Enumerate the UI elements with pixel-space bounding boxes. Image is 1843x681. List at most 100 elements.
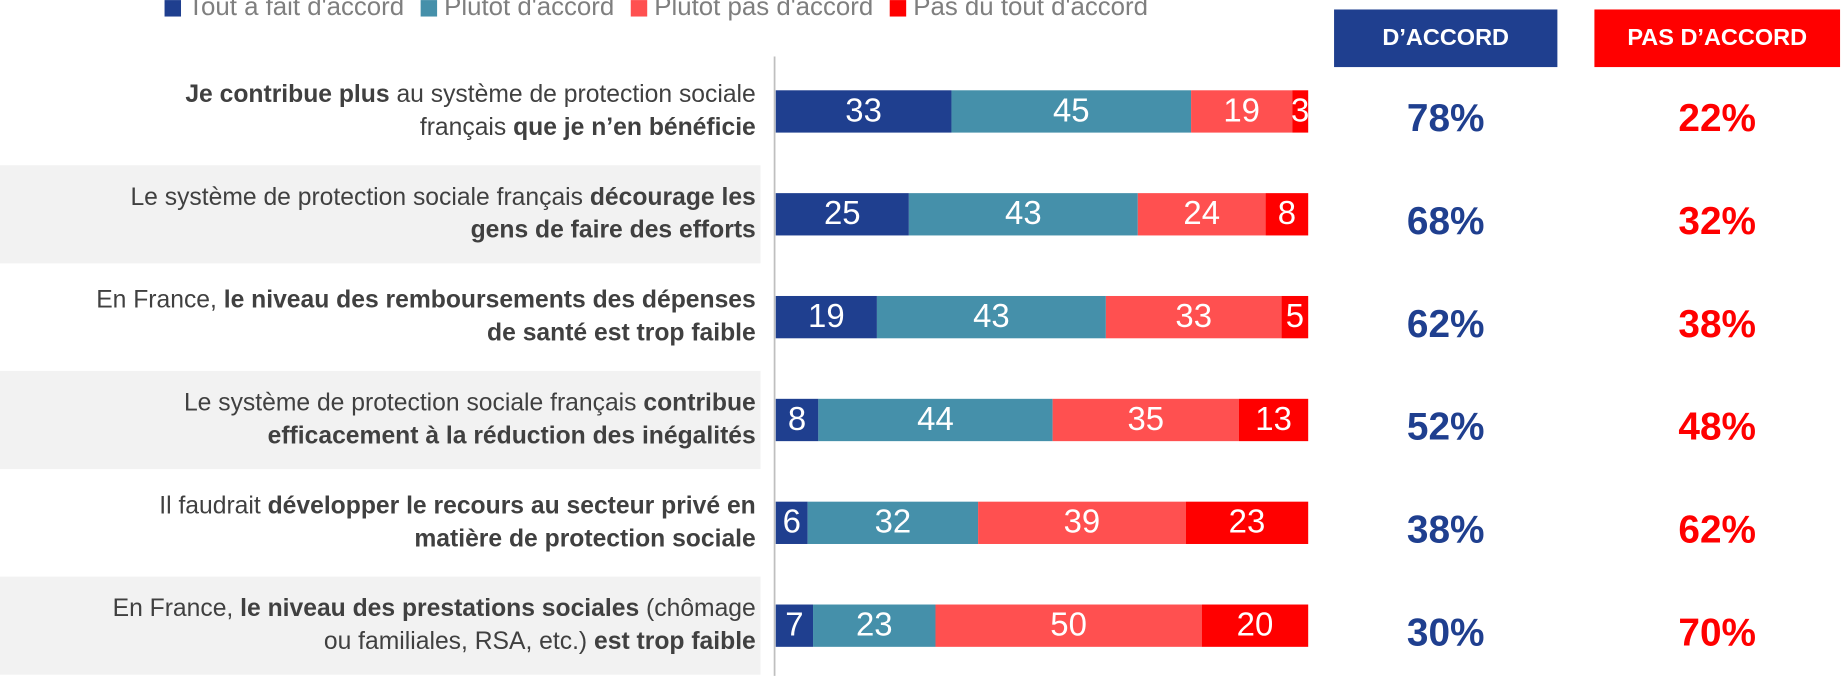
summary-value: 32% (1678, 200, 1756, 243)
bar-segment (1105, 295, 1282, 339)
bar-value-label: 8 (788, 400, 806, 437)
category-label: Le système de protection sociale françai… (184, 389, 756, 416)
category-label-part: de santé est trop faible (487, 319, 756, 346)
legend-label: Plutôt d'accord (444, 0, 614, 21)
bar-segment (807, 501, 979, 544)
summary-value: 62% (1407, 303, 1485, 346)
bar-segment (908, 193, 1138, 236)
bar-segment (1281, 295, 1309, 339)
bar-value-label: 43 (1005, 194, 1042, 231)
category-label-part: le niveau des prestations sociales (240, 595, 639, 622)
category-label: Le système de protection sociale françai… (130, 183, 755, 210)
category-label: gens de faire des efforts (471, 216, 756, 243)
category-label: Je contribue plus au système de protecti… (185, 81, 755, 108)
category-label-part: développer le recours au secteur privé e… (268, 492, 756, 519)
summary-value: 48% (1678, 406, 1756, 449)
bar-segment (951, 90, 1192, 133)
summary-value: 62% (1678, 508, 1756, 551)
category-label-part: est trop faible (594, 628, 756, 655)
category-label-part: le niveau des remboursements des dépense… (224, 286, 756, 313)
bar-value-label: 44 (917, 400, 954, 437)
category-label-part: ou familiales, RSA, etc.) (324, 628, 594, 655)
bar-segment (1238, 398, 1309, 442)
bar-segment (775, 501, 808, 544)
legend-swatch (164, 0, 182, 17)
legend-label: Plutôt pas d'accord (654, 0, 873, 21)
bar-value-label: 43 (973, 297, 1010, 334)
summary-value: 52% (1407, 406, 1485, 449)
row-background (0, 576, 761, 675)
category-label-part: que je n’en bénéficie (513, 113, 756, 140)
legend-swatch (630, 0, 648, 17)
category-label-part: Le système de protection sociale françai… (184, 389, 643, 416)
summary-value: 70% (1678, 611, 1756, 654)
bar-segment (818, 398, 1053, 442)
category-label-part: décourage les (590, 183, 756, 210)
bar-value-label: 7 (785, 606, 803, 643)
summary-value: 22% (1678, 97, 1756, 140)
bar-value-label: 39 (1064, 503, 1101, 540)
category-label-part: (chômage (639, 595, 756, 622)
category-label-part: Il faudrait (159, 492, 267, 519)
category-label-part: Le système de protection sociale françai… (130, 183, 589, 210)
bar-segment (813, 604, 936, 647)
bar-value-label: 32 (875, 503, 912, 540)
bar-value-label: 24 (1183, 194, 1220, 231)
bar-value-label: 3 (1291, 91, 1309, 128)
bar-segment (1201, 604, 1309, 647)
category-label: efficacement à la réduction des inégalit… (268, 422, 756, 449)
bar-value-label: 33 (1175, 297, 1212, 334)
bar-value-label: 19 (808, 297, 845, 334)
bar-segment (1292, 90, 1309, 133)
bar-value-label: 20 (1237, 606, 1274, 643)
bar-value-label: 8 (1278, 194, 1296, 231)
bar-value-label: 23 (856, 606, 893, 643)
bar-value-label: 6 (783, 503, 801, 540)
category-label-part: En France, (96, 286, 224, 313)
category-label: En France, le niveau des remboursements … (96, 286, 756, 313)
row-background (0, 370, 761, 470)
bar-value-label: 35 (1127, 400, 1164, 437)
bar-segment (775, 193, 909, 236)
category-label: français que je n’en bénéficie (420, 113, 756, 140)
summary-value: 38% (1678, 303, 1756, 346)
bar-segment (775, 90, 952, 133)
category-label-part: En France, (113, 595, 241, 622)
bar-segment (1191, 90, 1293, 133)
category-label-part: français (420, 113, 513, 140)
summary-header-box (1594, 9, 1841, 68)
row-background (0, 165, 761, 264)
bar-segment (1052, 398, 1239, 442)
summary-value: 68% (1407, 200, 1485, 243)
summary-value: 78% (1407, 97, 1485, 140)
bar-segment (978, 501, 1186, 544)
summary-header: D’ACCORD (1382, 24, 1509, 50)
bar-segment (935, 604, 1202, 647)
category-label-part: au système de protection sociale (390, 81, 756, 108)
category-label-part: Je contribue plus (185, 81, 389, 108)
bar-value-label: 13 (1255, 400, 1292, 437)
category-label: matière de protection sociale (414, 525, 755, 552)
bar-value-label: 5 (1286, 297, 1304, 334)
category-label: ou familiales, RSA, etc.) est trop faibl… (324, 628, 756, 655)
bar-segment (775, 398, 819, 442)
category-label: Il faudrait développer le recours au sec… (159, 492, 756, 519)
summary-value: 30% (1407, 611, 1485, 654)
legend-swatch (420, 0, 438, 17)
bar-segment (775, 295, 877, 339)
bar-segment (1185, 501, 1309, 544)
category-label-part: gens de faire des efforts (471, 216, 756, 243)
bar-value-label: 19 (1223, 91, 1260, 128)
summary-value: 38% (1407, 508, 1485, 551)
bar-segment (775, 604, 814, 647)
category-label: En France, le niveau des prestations soc… (113, 595, 756, 622)
bar-value-label: 23 (1229, 503, 1266, 540)
bar-value-label: 50 (1050, 606, 1087, 643)
category-label: de santé est trop faible (487, 319, 756, 346)
summary-header-box (1334, 9, 1558, 68)
bar-segment (876, 295, 1106, 339)
category-label-part: matière de protection sociale (414, 525, 755, 552)
bar-segment (1265, 193, 1309, 236)
bar-value-label: 33 (845, 91, 882, 128)
